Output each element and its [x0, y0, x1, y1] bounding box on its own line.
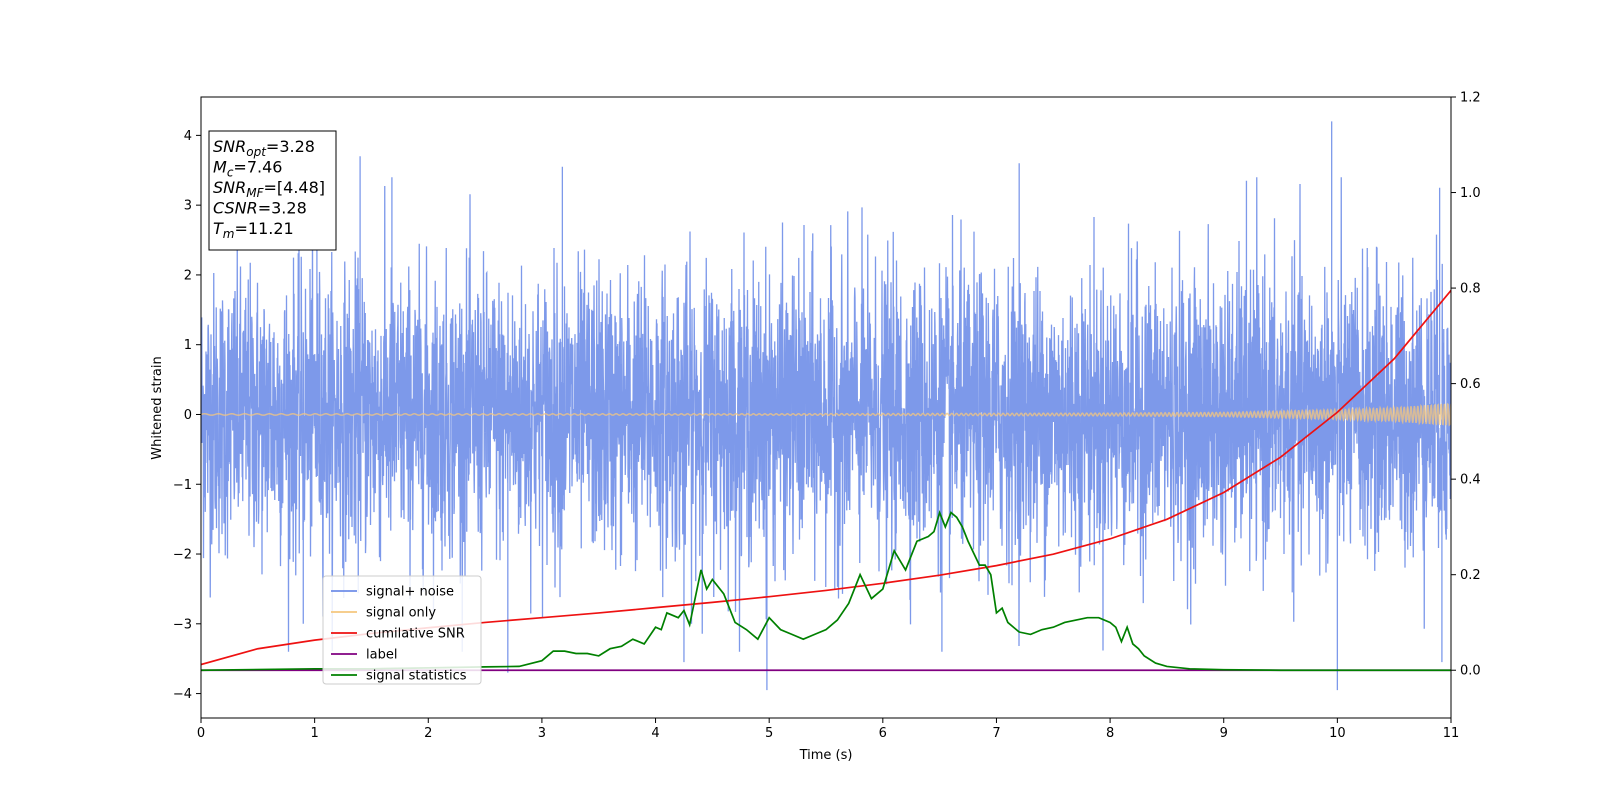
y2-tick-label: 0.0: [1460, 664, 1481, 679]
y2-tick-label: 1.2: [1460, 91, 1481, 106]
y-tick-label: −3: [173, 617, 192, 632]
stats-annotation-box: SNRopt=3.28Mc=7.46SNRMF=[4.48]CSNR=3.28T…: [208, 130, 337, 251]
y2-tick-label: 0.8: [1460, 282, 1481, 297]
x-tick-label: 0: [197, 726, 205, 741]
annotation-line: SNRopt=3.28: [213, 137, 315, 159]
series-signal-only: [201, 403, 1451, 427]
plot-area: [201, 121, 1451, 691]
x-axis-label: Time (s): [799, 748, 853, 763]
y-tick-label: −1: [173, 478, 192, 493]
x-tick-label: 1: [310, 726, 318, 741]
x-tick-label: 10: [1329, 726, 1346, 741]
annotation-line: CSNR=3.28: [213, 199, 307, 218]
annotation-line: Tm=11.21: [213, 219, 294, 241]
y-tick-label: 4: [184, 129, 192, 144]
y-tick-label: −2: [173, 548, 192, 563]
x-tick-label: 6: [879, 726, 887, 741]
legend-label: signal+ noise: [366, 585, 454, 600]
legend-label: signal statistics: [366, 669, 467, 684]
y-tick-label: 2: [184, 268, 192, 283]
x-tick-label: 9: [1220, 726, 1228, 741]
legend: signal+ noise signal only cumilative SNR la…: [322, 575, 482, 685]
annotation-box-frame: [208, 130, 337, 251]
series-signal-plus-noise: [201, 121, 1451, 691]
y-tick-label: 1: [184, 338, 192, 353]
y2-tick-label: 1.0: [1460, 186, 1481, 201]
x-tick-label: 2: [424, 726, 432, 741]
annotation-line: SNRMF=[4.48]: [213, 178, 325, 200]
legend-label: cumilative SNR: [366, 627, 465, 642]
y2-tick-label: 0.4: [1460, 473, 1481, 488]
x-tick-label: 5: [765, 726, 773, 741]
x-tick-label: 4: [651, 726, 659, 741]
axis-ticks: 0 1 2 3 4 5 6 7 8 9 10 11 −4 −3 −2 −1 0 1 2 3 4 0.0 0.2 0.4 0.6 0…: [173, 91, 1481, 742]
series-signal-statistics: [201, 509, 1451, 672]
legend-label: signal only: [366, 606, 436, 621]
x-tick-label: 11: [1443, 726, 1460, 741]
x-tick-label: 3: [538, 726, 546, 741]
y-axis-label: Whitened strain: [150, 356, 165, 459]
y2-tick-label: 0.6: [1460, 377, 1481, 392]
legend-frame: [322, 575, 482, 685]
axes-frame: [200, 96, 1452, 719]
legend-label: label: [366, 648, 397, 663]
y-tick-label: 3: [184, 199, 192, 214]
x-tick-label: 8: [1106, 726, 1114, 741]
y2-tick-label: 0.2: [1460, 568, 1481, 583]
y-tick-label: 0: [184, 408, 192, 423]
x-tick-label: 7: [992, 726, 1000, 741]
y-tick-label: −4: [173, 687, 192, 702]
annotation-line: Mc=7.46: [213, 158, 282, 180]
